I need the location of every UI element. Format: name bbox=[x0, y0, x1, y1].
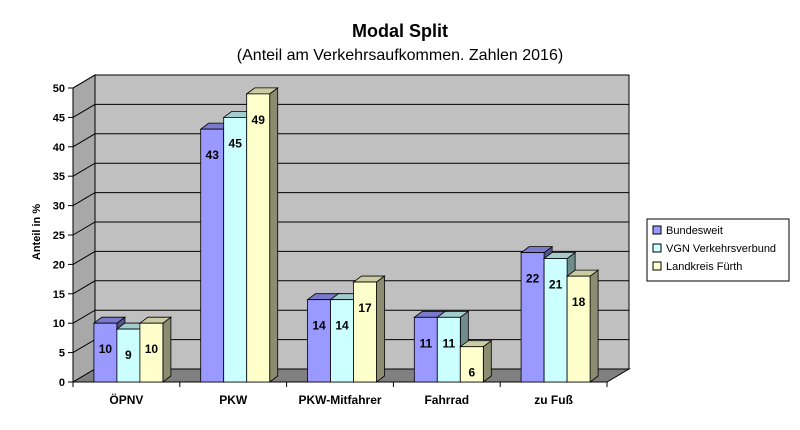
y-tick-label: 50 bbox=[53, 83, 65, 95]
gridline bbox=[72, 250, 629, 265]
legend-swatch bbox=[652, 243, 662, 253]
legend: Bundesweit VGN Verkehrsverbund Landkreis F… bbox=[646, 218, 790, 282]
legend-item: VGN Verkehrsverbund bbox=[652, 243, 776, 255]
y-tick-label: 10 bbox=[53, 318, 65, 330]
chart-subtitle: (Anteil am Verkehrsaufkommen. Zahlen 201… bbox=[237, 47, 563, 64]
x-tick-label: Fahrrad bbox=[424, 393, 469, 407]
data-label: 45 bbox=[229, 136, 243, 150]
y-tick-label: 0 bbox=[59, 377, 65, 389]
data-label: 17 bbox=[358, 301, 372, 315]
gridline bbox=[72, 280, 629, 295]
data-label: 10 bbox=[99, 342, 113, 356]
y-tick-label: 20 bbox=[53, 259, 65, 271]
gridline bbox=[72, 192, 629, 207]
legend-swatch bbox=[652, 261, 662, 271]
gridline bbox=[72, 103, 629, 118]
legend-label: Bundesweit bbox=[666, 225, 723, 237]
y-tick-label: 5 bbox=[59, 348, 65, 360]
y-tick-label: 45 bbox=[53, 112, 65, 124]
x-tick-label: PKW bbox=[219, 393, 248, 407]
y-tick-label: 40 bbox=[53, 142, 65, 154]
data-label: 18 bbox=[572, 295, 586, 309]
legend-item: Bundesweit bbox=[652, 225, 723, 237]
y-tick-label: 15 bbox=[53, 289, 65, 301]
plot-area: 0 5 10 15 20 25 30 35 40 45 50 ÖPNV 10 9 10 PKW 43 45 49 PK… bbox=[53, 74, 631, 407]
y-axis-label: Anteil in % bbox=[31, 204, 43, 260]
gridline bbox=[72, 133, 629, 148]
y-tick-label: 25 bbox=[53, 230, 65, 242]
legend-label: VGN Verkehrsverbund bbox=[666, 243, 776, 255]
gridline bbox=[72, 309, 629, 324]
x-tick-label: PKW-Mitfahrer bbox=[298, 393, 381, 407]
data-label: 14 bbox=[312, 319, 326, 333]
gridline bbox=[72, 221, 629, 236]
x-tick-label: zu Fuß bbox=[534, 393, 573, 407]
gridline bbox=[72, 162, 629, 177]
bar bbox=[245, 87, 279, 383]
data-label: 11 bbox=[419, 336, 432, 350]
data-label: 43 bbox=[206, 148, 220, 162]
y-tick-label: 30 bbox=[53, 201, 65, 213]
data-label: 10 bbox=[145, 342, 159, 356]
bar bbox=[352, 275, 386, 383]
bar bbox=[459, 339, 493, 383]
legend-item: Landkreis Fürth bbox=[652, 261, 742, 273]
legend-box bbox=[646, 218, 790, 282]
data-label: 6 bbox=[468, 366, 475, 380]
data-label: 11 bbox=[442, 336, 455, 350]
data-label: 14 bbox=[335, 319, 349, 333]
y-tick-label: 35 bbox=[53, 171, 65, 183]
x-tick-label: ÖPNV bbox=[109, 392, 143, 407]
legend-swatch bbox=[652, 225, 662, 235]
data-label: 49 bbox=[252, 113, 266, 127]
chart-title: Modal Split bbox=[352, 21, 448, 41]
legend-label: Landkreis Fürth bbox=[666, 261, 742, 273]
data-label: 22 bbox=[526, 272, 540, 286]
bar bbox=[565, 269, 600, 383]
data-label: 9 bbox=[125, 348, 132, 362]
gridline bbox=[72, 74, 629, 89]
bar bbox=[138, 316, 173, 383]
data-label: 21 bbox=[549, 278, 563, 292]
